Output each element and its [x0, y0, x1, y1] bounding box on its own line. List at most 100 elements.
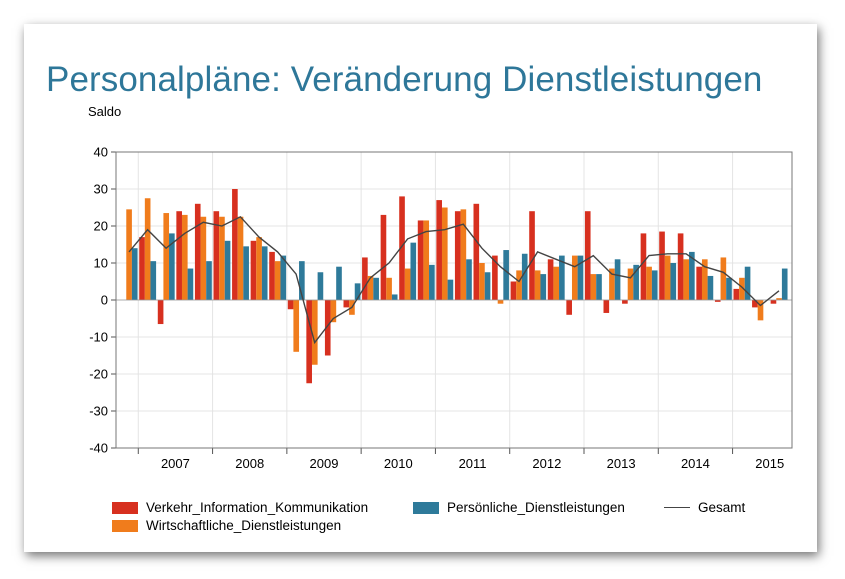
bar — [683, 259, 690, 300]
bar — [596, 274, 602, 300]
bar — [441, 207, 448, 300]
bar — [454, 211, 461, 300]
bar — [521, 253, 528, 300]
bar — [144, 198, 151, 300]
legend-swatch-gesamt — [664, 507, 690, 508]
bar — [163, 213, 170, 300]
legend-label-verkehr: Verkehr_Information_Kommunikation — [146, 500, 369, 515]
bar — [466, 259, 472, 300]
bar — [306, 300, 312, 384]
bar — [627, 268, 634, 300]
bar — [614, 259, 621, 300]
bar — [726, 277, 732, 300]
bar — [752, 300, 758, 308]
bar — [584, 211, 591, 300]
x-tick-label: 2015 — [755, 456, 784, 471]
bar — [317, 272, 324, 300]
bar — [410, 242, 417, 300]
bar — [646, 266, 652, 300]
bar — [311, 300, 318, 365]
bar — [299, 261, 305, 300]
x-tick-label: 2007 — [161, 456, 190, 471]
bar — [720, 257, 727, 300]
bar — [362, 257, 368, 300]
bar — [417, 220, 424, 300]
bar — [250, 240, 257, 300]
bar — [343, 300, 350, 308]
bar — [176, 211, 182, 300]
x-tick-label: 2009 — [310, 456, 339, 471]
bar — [503, 250, 509, 300]
y-tick-label: 10 — [94, 256, 108, 271]
y-tick-label: 0 — [101, 293, 108, 308]
bar — [484, 272, 491, 300]
bar — [534, 270, 541, 300]
legend-swatch-wirtschaftliche — [112, 519, 138, 532]
bar — [659, 231, 665, 300]
bar — [243, 246, 249, 300]
bar — [354, 283, 361, 300]
bar — [139, 237, 145, 300]
bar — [590, 274, 597, 300]
legend-item-persoenliche: Persönliche_Dienstleistungen — [413, 500, 625, 515]
bar — [150, 261, 157, 300]
bar — [510, 281, 517, 300]
legend-swatch-persoenliche — [413, 501, 439, 514]
bar — [269, 251, 275, 300]
bar — [330, 300, 337, 323]
bar — [547, 259, 554, 300]
bar — [436, 200, 442, 300]
y-tick-label: -10 — [89, 330, 108, 345]
bar — [280, 255, 287, 300]
bar — [380, 214, 387, 300]
y-tick-label: 20 — [94, 219, 108, 234]
bar — [224, 240, 231, 300]
bar — [497, 300, 504, 304]
bar — [714, 300, 721, 302]
y-tick-label: 40 — [94, 145, 108, 160]
bar — [261, 246, 268, 300]
x-tick-label: 2012 — [532, 456, 561, 471]
bar — [287, 300, 294, 310]
bar — [157, 300, 164, 325]
bar — [566, 300, 572, 315]
bar — [373, 277, 379, 300]
bar — [429, 264, 435, 300]
legend-label-persoenliche: Persönliche_Dienstleistungen — [447, 500, 625, 515]
series-line-gesamt — [128, 215, 780, 345]
bar — [293, 300, 300, 352]
bar — [540, 274, 547, 300]
bar — [696, 266, 702, 300]
bar — [707, 275, 714, 300]
bar — [677, 233, 684, 300]
bar — [689, 251, 695, 300]
bar — [181, 214, 188, 300]
bar — [274, 261, 281, 300]
bar — [633, 264, 639, 300]
bar — [757, 300, 764, 321]
x-tick-label: 2011 — [459, 456, 487, 471]
bar — [404, 268, 411, 300]
legend-label-wirtschaftliche: Wirtschaftliche_Dienstleistungen — [146, 518, 342, 533]
bar — [447, 279, 454, 300]
bar — [577, 255, 584, 300]
page-title: Personalpläne: Veränderung Dienstleistun… — [46, 60, 763, 99]
bar — [423, 220, 430, 300]
bar — [776, 298, 782, 300]
bar — [571, 255, 578, 300]
bar — [622, 300, 628, 304]
bar — [553, 266, 560, 300]
bar — [603, 300, 610, 313]
bar — [399, 196, 405, 300]
x-tick-label: 2014 — [681, 456, 710, 471]
bar — [336, 266, 342, 300]
y-tick-label: -30 — [89, 404, 108, 419]
bar — [391, 294, 398, 300]
bar — [219, 216, 225, 300]
bar — [479, 263, 485, 300]
bar — [770, 300, 777, 304]
bar — [473, 203, 480, 300]
y-tick-label: -20 — [89, 367, 108, 382]
y-axis-label: Saldo — [88, 104, 122, 119]
